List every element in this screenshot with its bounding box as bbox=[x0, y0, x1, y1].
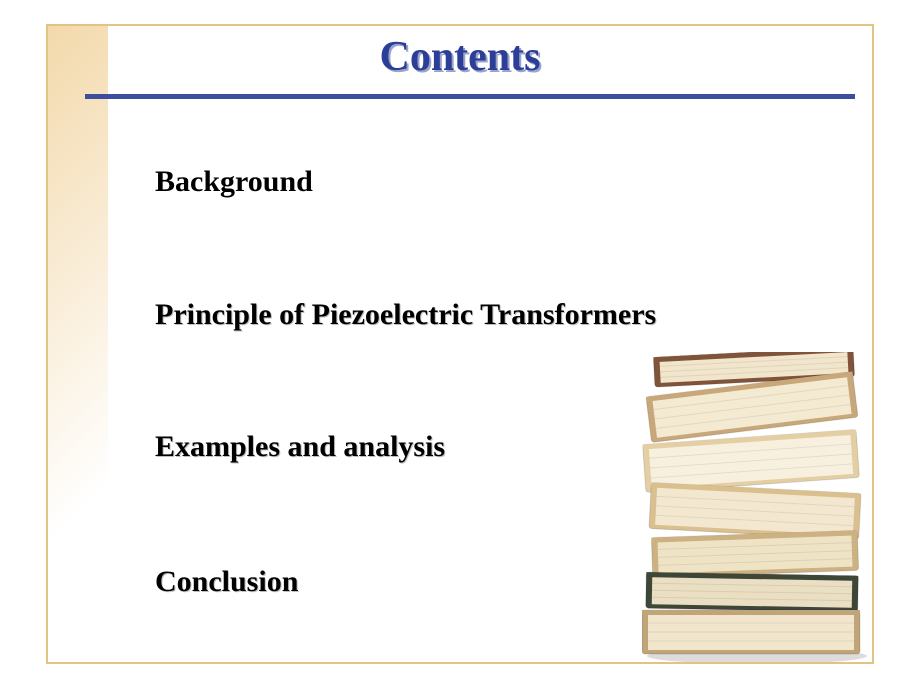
contents-item: Examples and analysisExamples and analys… bbox=[155, 430, 445, 464]
contents-item: Background bbox=[155, 165, 313, 199]
contents-item: Principle of Piezoelectric TransformersP… bbox=[155, 298, 656, 332]
books-illustration bbox=[642, 352, 872, 662]
slide-title-text: Contents bbox=[379, 34, 540, 80]
slide-title: Contents Contents bbox=[0, 36, 920, 78]
contents-item-text: Conclusion bbox=[155, 565, 298, 598]
title-rule bbox=[85, 94, 855, 99]
contents-item-text: Examples and analysis bbox=[155, 430, 445, 463]
contents-item-text: Background bbox=[155, 165, 313, 198]
contents-item: ConclusionConclusion bbox=[155, 565, 298, 599]
contents-item-text: Principle of Piezoelectric Transformers bbox=[155, 298, 656, 331]
